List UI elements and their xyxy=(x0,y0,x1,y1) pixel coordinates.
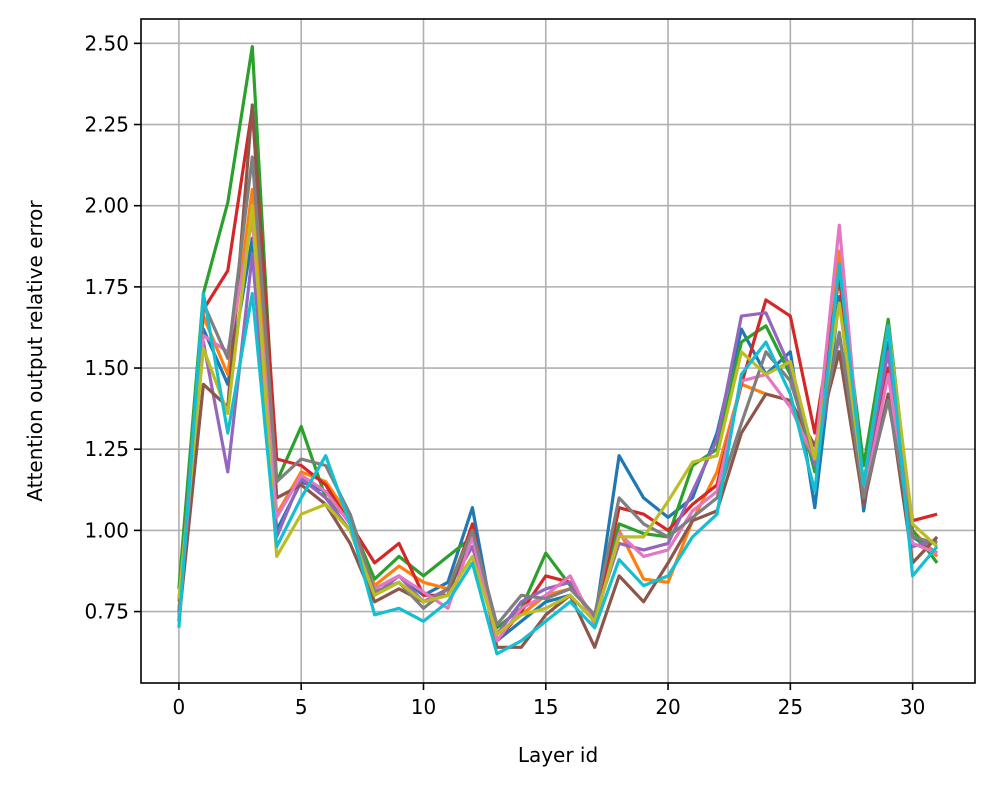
y-tick-label: 1.75 xyxy=(84,275,129,299)
x-tick-label: 0 xyxy=(173,695,186,719)
y-tick-label: 2.00 xyxy=(84,194,129,218)
x-tick-label: 10 xyxy=(411,695,436,719)
y-tick-label: 1.00 xyxy=(84,518,129,542)
x-axis-ticks: 0 5 10 15 20 25 30 xyxy=(173,683,925,719)
y-axis-ticks: 0.75 1.00 1.25 1.50 1.75 2.00 2.25 2.50 xyxy=(84,31,141,624)
y-tick-label: 2.50 xyxy=(84,31,129,55)
series-group xyxy=(177,44,939,656)
y-tick-label: 1.25 xyxy=(84,437,129,461)
series-line-9 xyxy=(177,204,939,636)
series-line-10 xyxy=(177,262,939,656)
x-tick-label: 15 xyxy=(533,695,558,719)
y-tick-label: 0.75 xyxy=(84,600,129,624)
x-axis-label: Layer id xyxy=(518,743,598,767)
series-line-4 xyxy=(177,106,938,643)
y-tick-label: 2.25 xyxy=(84,113,129,137)
x-tick-label: 30 xyxy=(900,695,925,719)
y-axis-label: Attention output relative error xyxy=(23,200,47,502)
x-tick-label: 25 xyxy=(778,695,803,719)
y-tick-label: 1.50 xyxy=(84,356,129,380)
x-tick-label: 20 xyxy=(655,695,680,719)
axes-frame xyxy=(140,18,976,684)
x-tick-label: 5 xyxy=(295,695,308,719)
